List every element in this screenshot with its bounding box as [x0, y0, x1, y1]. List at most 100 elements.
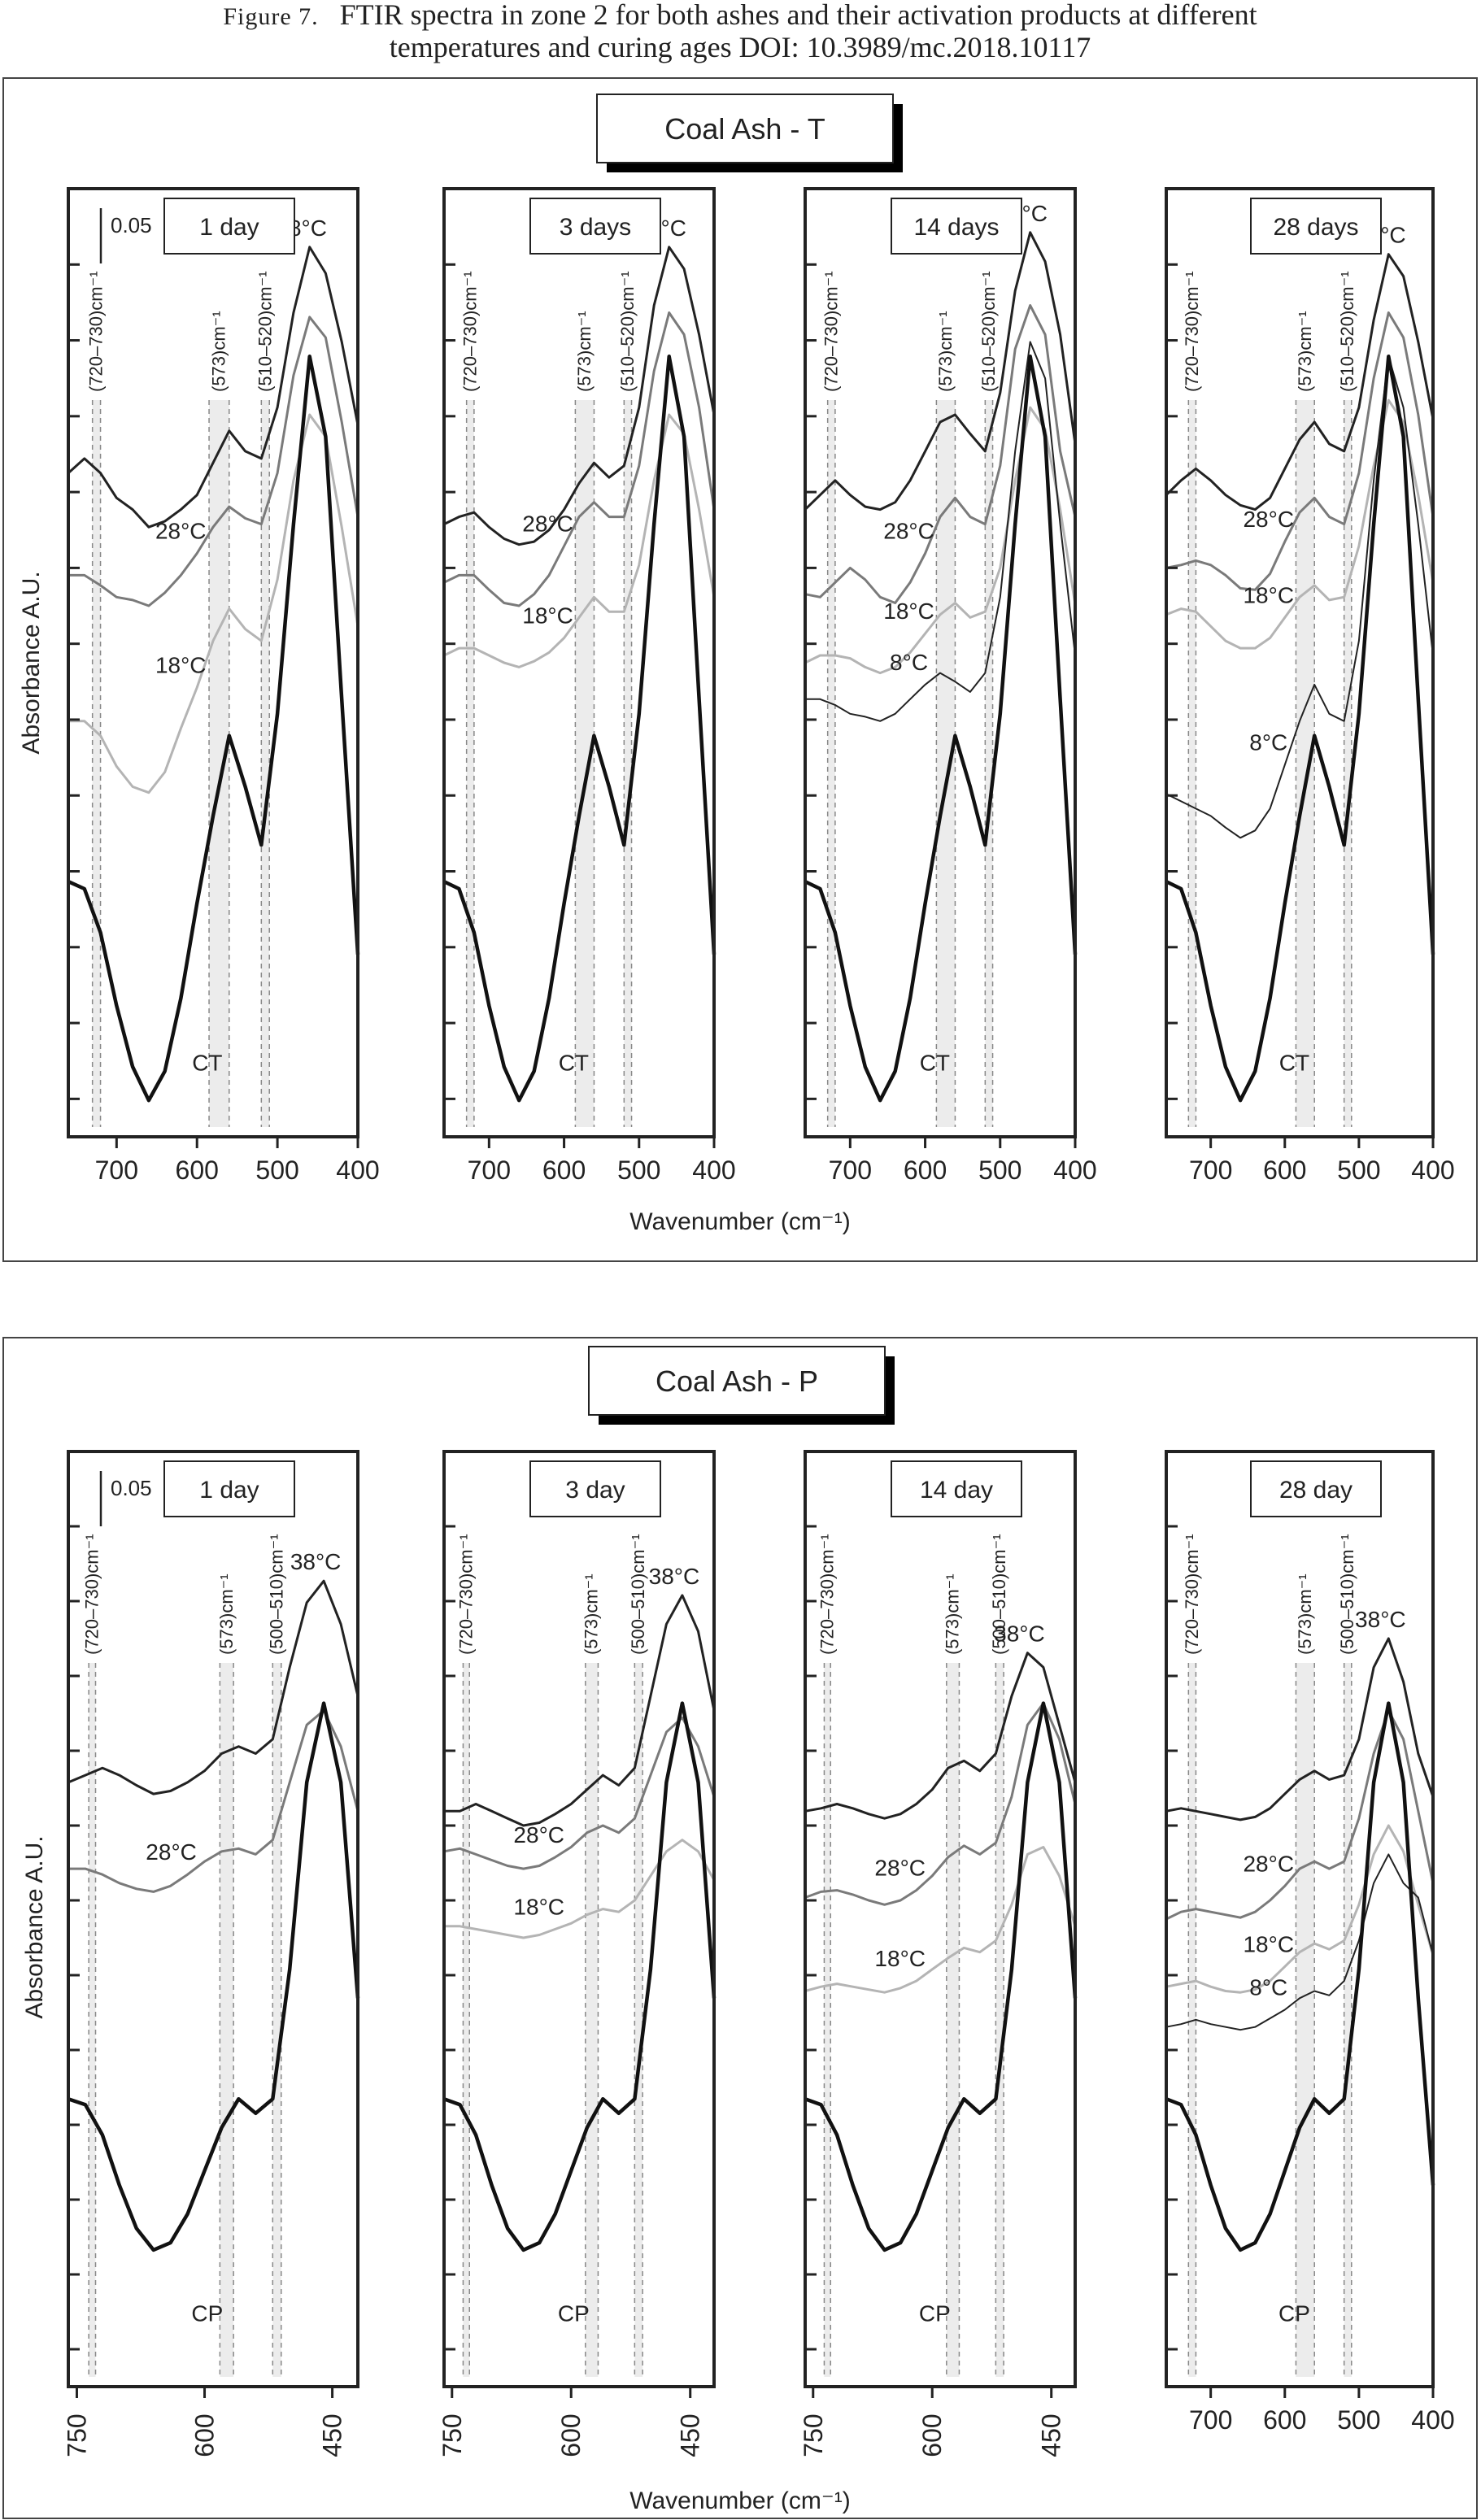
annotation-label: (500–510)cm⁻¹	[1337, 1534, 1357, 1655]
annotation-label: (720–730)cm⁻¹	[1182, 1534, 1202, 1655]
annotation-band	[634, 1663, 643, 2377]
x-tick-label: 750	[62, 2413, 91, 2457]
series-label: 28°C	[1243, 1851, 1294, 1876]
series-line-s38	[1165, 1637, 1435, 1821]
panel-frame	[804, 187, 1077, 1138]
section-title-box	[596, 94, 894, 163]
series-line-ref	[68, 355, 360, 1103]
series-label: 8°C	[890, 650, 928, 675]
series-label: CT	[920, 1050, 950, 1075]
series-line-s18	[804, 1846, 1077, 1994]
annotation-label: (500–510)cm⁻¹	[267, 1534, 287, 1655]
panel-frame	[67, 187, 359, 1138]
annotation-label: (720–730)cm⁻¹	[821, 271, 841, 392]
series-line-s28	[68, 316, 359, 607]
annotation-label: (573)cm⁻¹	[943, 1573, 963, 1655]
annotation-band	[985, 400, 993, 1127]
x-tick-label: 450	[676, 2413, 705, 2457]
annotation-band	[827, 400, 835, 1127]
annotation-band	[261, 400, 270, 1127]
x-tick-label: 750	[799, 2413, 828, 2457]
panel-2: (720–730)cm⁻¹ (573)cm⁻¹ (500–510)cm⁻¹ 38°C 2…	[438, 1450, 717, 2457]
series-line-s18	[804, 406, 1077, 675]
age-label: 14 day	[920, 1477, 993, 1504]
x-tick-label: 700	[829, 1156, 872, 1185]
annotation-band	[463, 1663, 470, 2377]
panel-4: (720–730)cm⁻¹ (573)cm⁻¹ (500–510)cm⁻¹38°C 2…	[1165, 1450, 1455, 2435]
age-label: 1 day	[199, 214, 259, 241]
y-axis-title: Absorbance A.U.	[18, 571, 45, 754]
series-line-ref	[1165, 355, 1435, 1103]
annotation-band	[92, 400, 101, 1127]
series-line-s28	[804, 1702, 1077, 1906]
annotation-label: (510–520)cm⁻¹	[1337, 271, 1357, 392]
annotation-label: (510–520)cm⁻¹	[617, 271, 638, 392]
annotation-band	[1344, 400, 1352, 1127]
annotation-label: (720–730)cm⁻¹	[86, 271, 107, 392]
age-box	[891, 198, 1022, 255]
series-label: CP	[1278, 2301, 1310, 2326]
figure-caption-line2: temperatures and curing ages DOI: 10.398…	[390, 31, 1091, 63]
series-label: CP	[558, 2301, 590, 2326]
series-label: CT	[192, 1050, 222, 1075]
x-tick-label: 600	[1263, 1156, 1306, 1185]
annotation-band	[936, 400, 956, 1127]
x-tick-label: 700	[1189, 2405, 1232, 2435]
series-line-s38	[804, 1652, 1077, 1820]
series-label: 28°C	[883, 518, 934, 543]
age-box	[1250, 198, 1382, 255]
panel-frame	[442, 1450, 716, 2388]
annotation-label: (500–510)cm⁻¹	[989, 1534, 1009, 1655]
annotation-band	[824, 1663, 831, 2377]
panel-3: (720–730)cm⁻¹ (573)cm⁻¹ (500–510)cm⁻¹38°C 2…	[799, 1450, 1078, 2457]
annotation-label: (573)cm⁻¹	[1295, 311, 1315, 392]
annotation-band	[575, 400, 595, 1127]
panel-3: (720–730)cm⁻¹(573)cm⁻¹(510–520)cm⁻¹38°C2…	[804, 187, 1097, 1185]
scale-bar-label: 0.05	[111, 1476, 152, 1500]
series-line-s28	[443, 311, 716, 607]
section-frame	[2, 77, 1478, 1262]
series-label: 28°C	[513, 1822, 564, 1848]
annotation-band	[585, 1663, 599, 2377]
panel-4: (720–730)cm⁻¹(573)cm⁻¹(510–520)cm⁻¹38°C2…	[1165, 187, 1455, 1185]
panel-frame	[1165, 187, 1435, 1138]
age-label: 1 day	[199, 1477, 259, 1504]
plot-area	[805, 1452, 1075, 2387]
annotation-band	[272, 1663, 281, 2377]
series-line-s38	[67, 246, 359, 529]
series-label: 28°C	[874, 1856, 926, 1881]
x-tick-label: 600	[1263, 2405, 1306, 2435]
annotation-label: (573)cm⁻¹	[582, 1573, 602, 1655]
series-label: 18°C	[883, 598, 934, 624]
figure-caption-label: Figure 7.	[223, 3, 318, 30]
series-line-s18	[443, 413, 716, 668]
chart-section-1: Coal Ash - T Absorbance A.U. Wavenumber (c…	[2, 77, 1478, 1262]
x-tick-label: 750	[438, 2413, 467, 2457]
x-tick-label: 700	[468, 1156, 511, 1185]
annotation-band	[89, 1663, 96, 2377]
annotation-label: (573)cm⁻¹	[1295, 1573, 1315, 1655]
annotation-band	[1188, 1663, 1196, 2377]
series-line-s18	[444, 1839, 716, 1939]
age-label: 28 day	[1279, 1477, 1353, 1504]
annotation-label: (510–520)cm⁻¹	[255, 271, 275, 392]
series-label: CT	[559, 1050, 589, 1075]
panel-frame	[1165, 1450, 1435, 2388]
plot-area	[68, 1452, 358, 2387]
age-label: 28 days	[1273, 214, 1358, 241]
age-box	[163, 1460, 295, 1517]
panel-frame	[442, 187, 716, 1138]
annotation-band	[1296, 400, 1315, 1127]
series-line-s8	[1165, 1853, 1434, 2031]
x-tick-label: 400	[692, 1156, 735, 1185]
series-label: 18°C	[155, 652, 207, 677]
x-axis-title: Wavenumber (cm⁻¹)	[629, 2487, 850, 2514]
age-label: 3 day	[565, 1477, 625, 1504]
series-line-s8	[805, 341, 1076, 722]
annotation-label: (510–520)cm⁻¹	[978, 271, 999, 392]
age-box	[1250, 1460, 1382, 1517]
series-line-s18	[68, 413, 359, 794]
annotation-label: (573)cm⁻¹	[208, 311, 229, 392]
series-line-s38	[68, 1579, 359, 1795]
x-tick-label: 700	[1189, 1156, 1232, 1185]
